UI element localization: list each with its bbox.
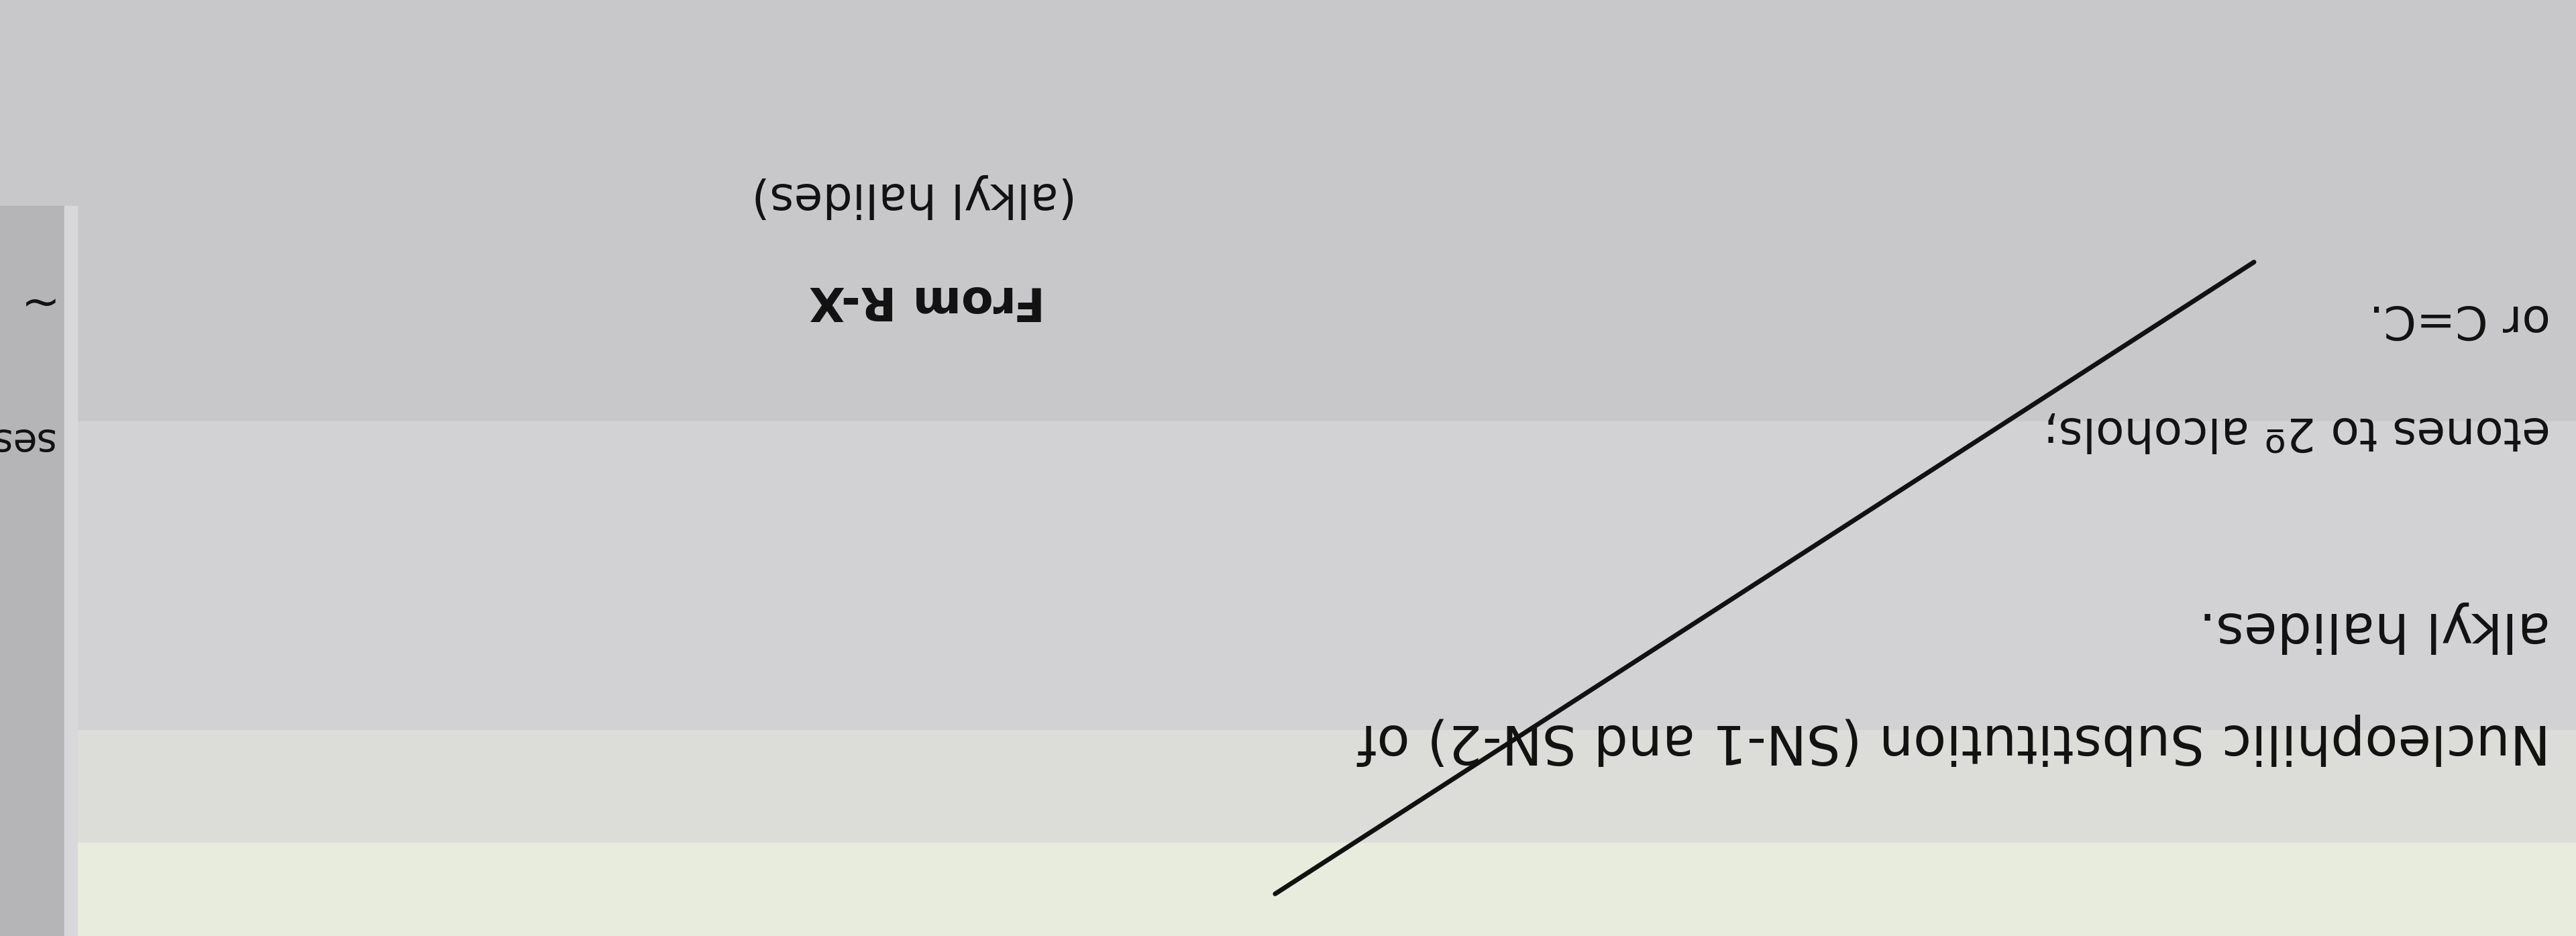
- Bar: [0, 842, 2576, 936]
- Bar: [0, 0, 2576, 421]
- Bar: [0, 730, 2576, 842]
- Bar: [0, 206, 64, 936]
- Text: alkyl halides.: alkyl halides.: [2200, 601, 2550, 653]
- Bar: [64, 206, 77, 936]
- Text: Nucleophilic Substitution (SN-1 and SN-2) of: Nucleophilic Substitution (SN-1 and SN-2…: [1358, 713, 2550, 766]
- Text: ses: ses: [0, 421, 54, 459]
- Bar: [0, 421, 2576, 730]
- Text: ~: ~: [10, 277, 52, 322]
- Text: or C=C.: or C=C.: [2370, 296, 2550, 341]
- Text: (alkyl halides): (alkyl halides): [752, 174, 1077, 219]
- Text: From R-X: From R-X: [809, 277, 1046, 322]
- Text: etones to 2º alcohols;: etones to 2º alcohols;: [2043, 408, 2550, 453]
